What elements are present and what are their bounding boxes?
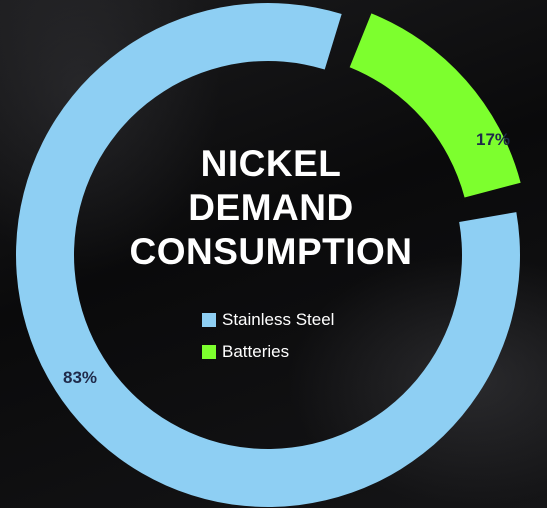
legend-swatch-stainless-steel [202,313,216,327]
data-label-batteries: 17% [476,130,510,149]
legend-swatch-batteries [202,345,216,359]
slice-batteries [349,13,521,198]
chart-title: NICKEL DEMAND CONSUMPTION [108,142,434,274]
legend: Stainless Steel Batteries [202,304,334,368]
legend-label-batteries: Batteries [222,342,290,361]
legend-label-stainless-steel: Stainless Steel [222,310,335,329]
chart-title-line-1: NICKEL [200,143,342,184]
data-label-stainless-steel: 83% [63,368,97,387]
chart-title-line-3: CONSUMPTION [129,231,413,272]
legend-item-stainless-steel: Stainless Steel [202,304,334,336]
chart-title-line-2: DEMAND [188,187,354,228]
legend-item-batteries: Batteries [202,336,334,368]
